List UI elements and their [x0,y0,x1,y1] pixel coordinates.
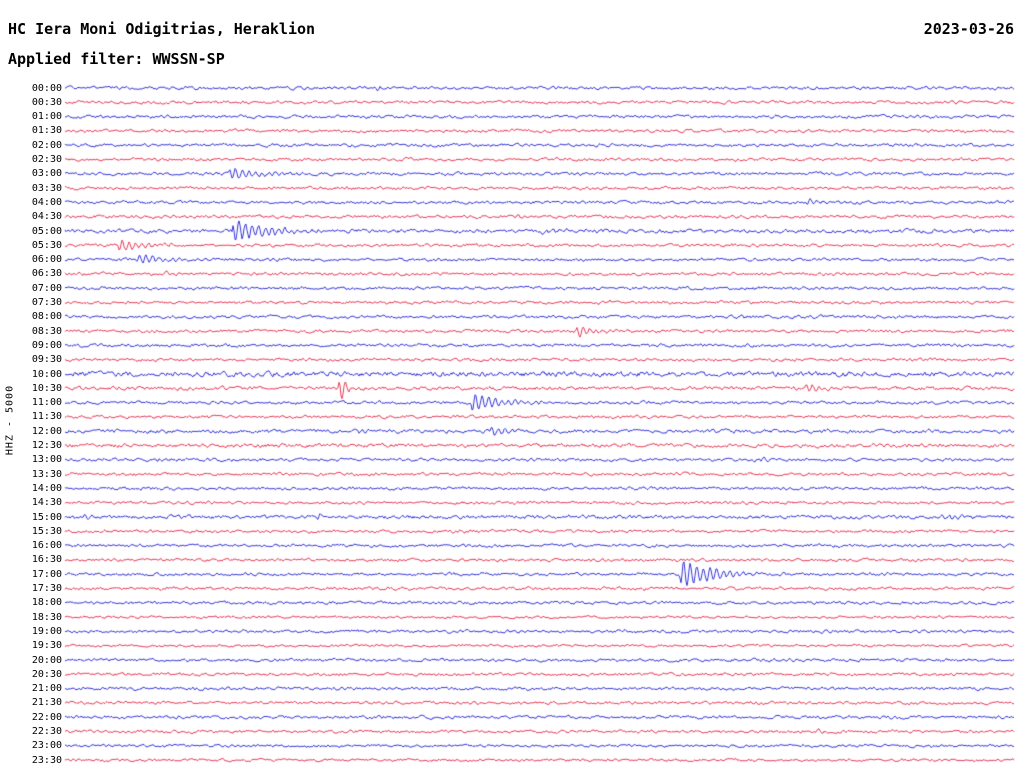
time-axis: 00:00 00:30 01:00 01:30 02:00 02:30 03:00 03:30… [0,0,62,780]
time-label: 11:30 [31,411,62,423]
time-label: 23:30 [31,754,62,766]
time-label: 21:00 [31,683,62,695]
time-label: 12:00 [31,425,62,437]
time-label: 16:00 [31,540,62,552]
time-label: 10:00 [31,368,62,380]
time-label: 07:00 [31,282,62,294]
time-label: 04:30 [31,211,62,223]
time-label: 18:30 [31,611,62,623]
time-label: 01:00 [31,111,62,123]
time-label: 19:30 [31,640,62,652]
time-label: 06:30 [31,268,62,280]
time-label: 12:30 [31,440,62,451]
time-label: 09:00 [31,339,62,351]
time-label: 00:00 [31,82,62,94]
time-label: 10:30 [31,382,62,394]
time-label: 20:00 [31,654,62,666]
time-label: 21:30 [31,697,62,709]
time-label: 08:00 [31,311,62,323]
time-label: 01:30 [31,125,62,137]
time-label: 13:30 [31,468,62,480]
time-label: 14:30 [31,497,62,509]
time-label: 04:00 [31,196,62,208]
time-label: 05:30 [31,239,62,251]
time-label: 22:00 [31,711,62,723]
time-label: 17:00 [31,568,62,580]
time-label: 05:00 [31,225,62,237]
time-label: 20:30 [31,668,62,680]
time-label: 16:30 [31,554,62,566]
time-label: 07:30 [31,297,62,308]
time-label: 13:00 [31,454,62,466]
time-label: 09:30 [31,354,62,366]
time-label: 17:30 [31,583,62,594]
time-label: 11:00 [31,397,62,409]
time-label: 15:30 [31,525,62,537]
time-label: 18:00 [31,597,62,609]
time-label: 08:30 [31,325,62,337]
time-label: 00:30 [31,96,62,108]
time-label: 02:30 [31,154,62,165]
time-label: 03:00 [31,168,62,180]
time-label: 23:00 [31,740,62,752]
time-label: 03:30 [31,182,62,194]
time-label: 14:00 [31,482,62,494]
time-label: 22:30 [31,726,62,737]
date-label: 2023-03-26 [923,20,1014,38]
station-title: HC Iera Moni Odigitrias, Heraklion [8,20,316,38]
filter-label: Applied filter: WWSSN-SP [8,50,225,68]
time-label: 06:00 [31,254,62,266]
time-label: 15:00 [31,511,62,523]
time-label: 19:00 [31,625,62,637]
time-label: 02:00 [31,139,62,151]
